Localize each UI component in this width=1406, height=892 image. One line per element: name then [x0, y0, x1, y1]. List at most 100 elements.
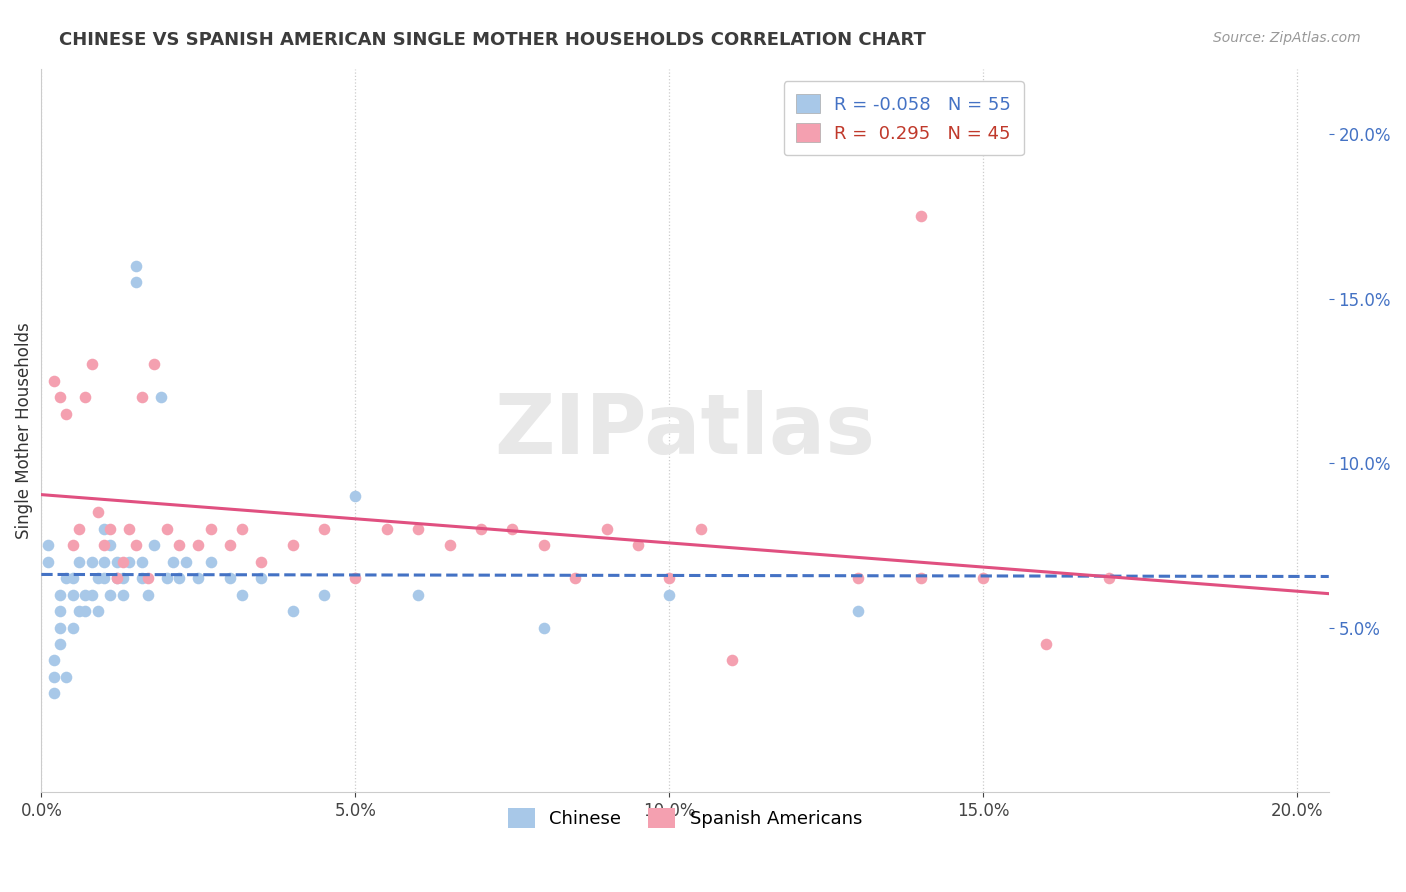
Point: [93, 538, 115, 552]
Text: Source: ZipAtlas.com: Source: ZipAtlas.com: [1213, 31, 1361, 45]
Point: [143, 538, 166, 552]
Point: [55, 571, 77, 585]
Point: [80, 358, 103, 372]
Point: [62, 571, 84, 585]
Point: [87, 604, 110, 618]
Point: [972, 571, 994, 585]
Point: [42, 686, 65, 700]
Point: [595, 522, 617, 536]
Point: [100, 588, 122, 602]
Point: [312, 588, 335, 602]
Point: [187, 571, 209, 585]
Point: [93, 522, 115, 536]
Point: [118, 555, 141, 569]
Point: [111, 571, 134, 585]
Point: [721, 653, 744, 667]
Point: [105, 571, 128, 585]
Point: [658, 571, 681, 585]
Point: [281, 538, 304, 552]
Text: CHINESE VS SPANISH AMERICAN SINGLE MOTHER HOUSEHOLDS CORRELATION CHART: CHINESE VS SPANISH AMERICAN SINGLE MOTHE…: [59, 31, 927, 49]
Point: [118, 522, 141, 536]
Point: [67, 555, 90, 569]
Point: [75, 604, 97, 618]
Point: [156, 522, 179, 536]
Point: [62, 538, 84, 552]
Point: [49, 621, 72, 635]
Point: [93, 571, 115, 585]
Point: [67, 522, 90, 536]
Point: [124, 259, 146, 273]
Point: [231, 588, 253, 602]
Point: [375, 522, 398, 536]
Point: [111, 555, 134, 569]
Point: [131, 390, 153, 404]
Point: [49, 588, 72, 602]
Point: [87, 571, 110, 585]
Point: [62, 621, 84, 635]
Point: [200, 555, 222, 569]
Point: [169, 538, 191, 552]
Point: [37, 555, 59, 569]
Point: [87, 506, 110, 520]
Y-axis label: Single Mother Households: Single Mother Households: [15, 322, 32, 539]
Point: [162, 555, 184, 569]
Point: [105, 571, 128, 585]
Point: [174, 555, 197, 569]
Point: [846, 571, 869, 585]
Point: [564, 571, 586, 585]
Point: [67, 604, 90, 618]
Point: [49, 604, 72, 618]
Point: [218, 571, 240, 585]
Point: [533, 538, 555, 552]
Point: [49, 390, 72, 404]
Point: [406, 588, 429, 602]
Point: [55, 670, 77, 684]
Point: [910, 210, 932, 224]
Point: [136, 571, 159, 585]
Point: [156, 571, 179, 585]
Point: [131, 571, 153, 585]
Point: [218, 538, 240, 552]
Point: [100, 522, 122, 536]
Point: [169, 571, 191, 585]
Point: [250, 571, 273, 585]
Point: [627, 538, 650, 552]
Point: [501, 522, 523, 536]
Point: [75, 390, 97, 404]
Legend: Chinese, Spanish Americans: Chinese, Spanish Americans: [501, 801, 869, 835]
Point: [1035, 637, 1057, 651]
Point: [312, 522, 335, 536]
Point: [42, 374, 65, 388]
Point: [200, 522, 222, 536]
Point: [187, 538, 209, 552]
Point: [80, 588, 103, 602]
Point: [406, 522, 429, 536]
Point: [846, 604, 869, 618]
Point: [75, 588, 97, 602]
Point: [689, 522, 711, 536]
Point: [131, 555, 153, 569]
Point: [93, 555, 115, 569]
Text: ZIPatlas: ZIPatlas: [495, 390, 876, 471]
Point: [42, 653, 65, 667]
Point: [105, 555, 128, 569]
Point: [124, 538, 146, 552]
Point: [143, 358, 166, 372]
Point: [533, 621, 555, 635]
Point: [910, 571, 932, 585]
Point: [100, 538, 122, 552]
Point: [124, 275, 146, 289]
Point: [62, 588, 84, 602]
Point: [37, 538, 59, 552]
Point: [149, 390, 172, 404]
Point: [439, 538, 461, 552]
Point: [55, 407, 77, 421]
Point: [1098, 571, 1121, 585]
Point: [111, 588, 134, 602]
Point: [49, 637, 72, 651]
Point: [42, 670, 65, 684]
Point: [344, 571, 367, 585]
Point: [470, 522, 492, 536]
Point: [231, 522, 253, 536]
Point: [344, 489, 367, 503]
